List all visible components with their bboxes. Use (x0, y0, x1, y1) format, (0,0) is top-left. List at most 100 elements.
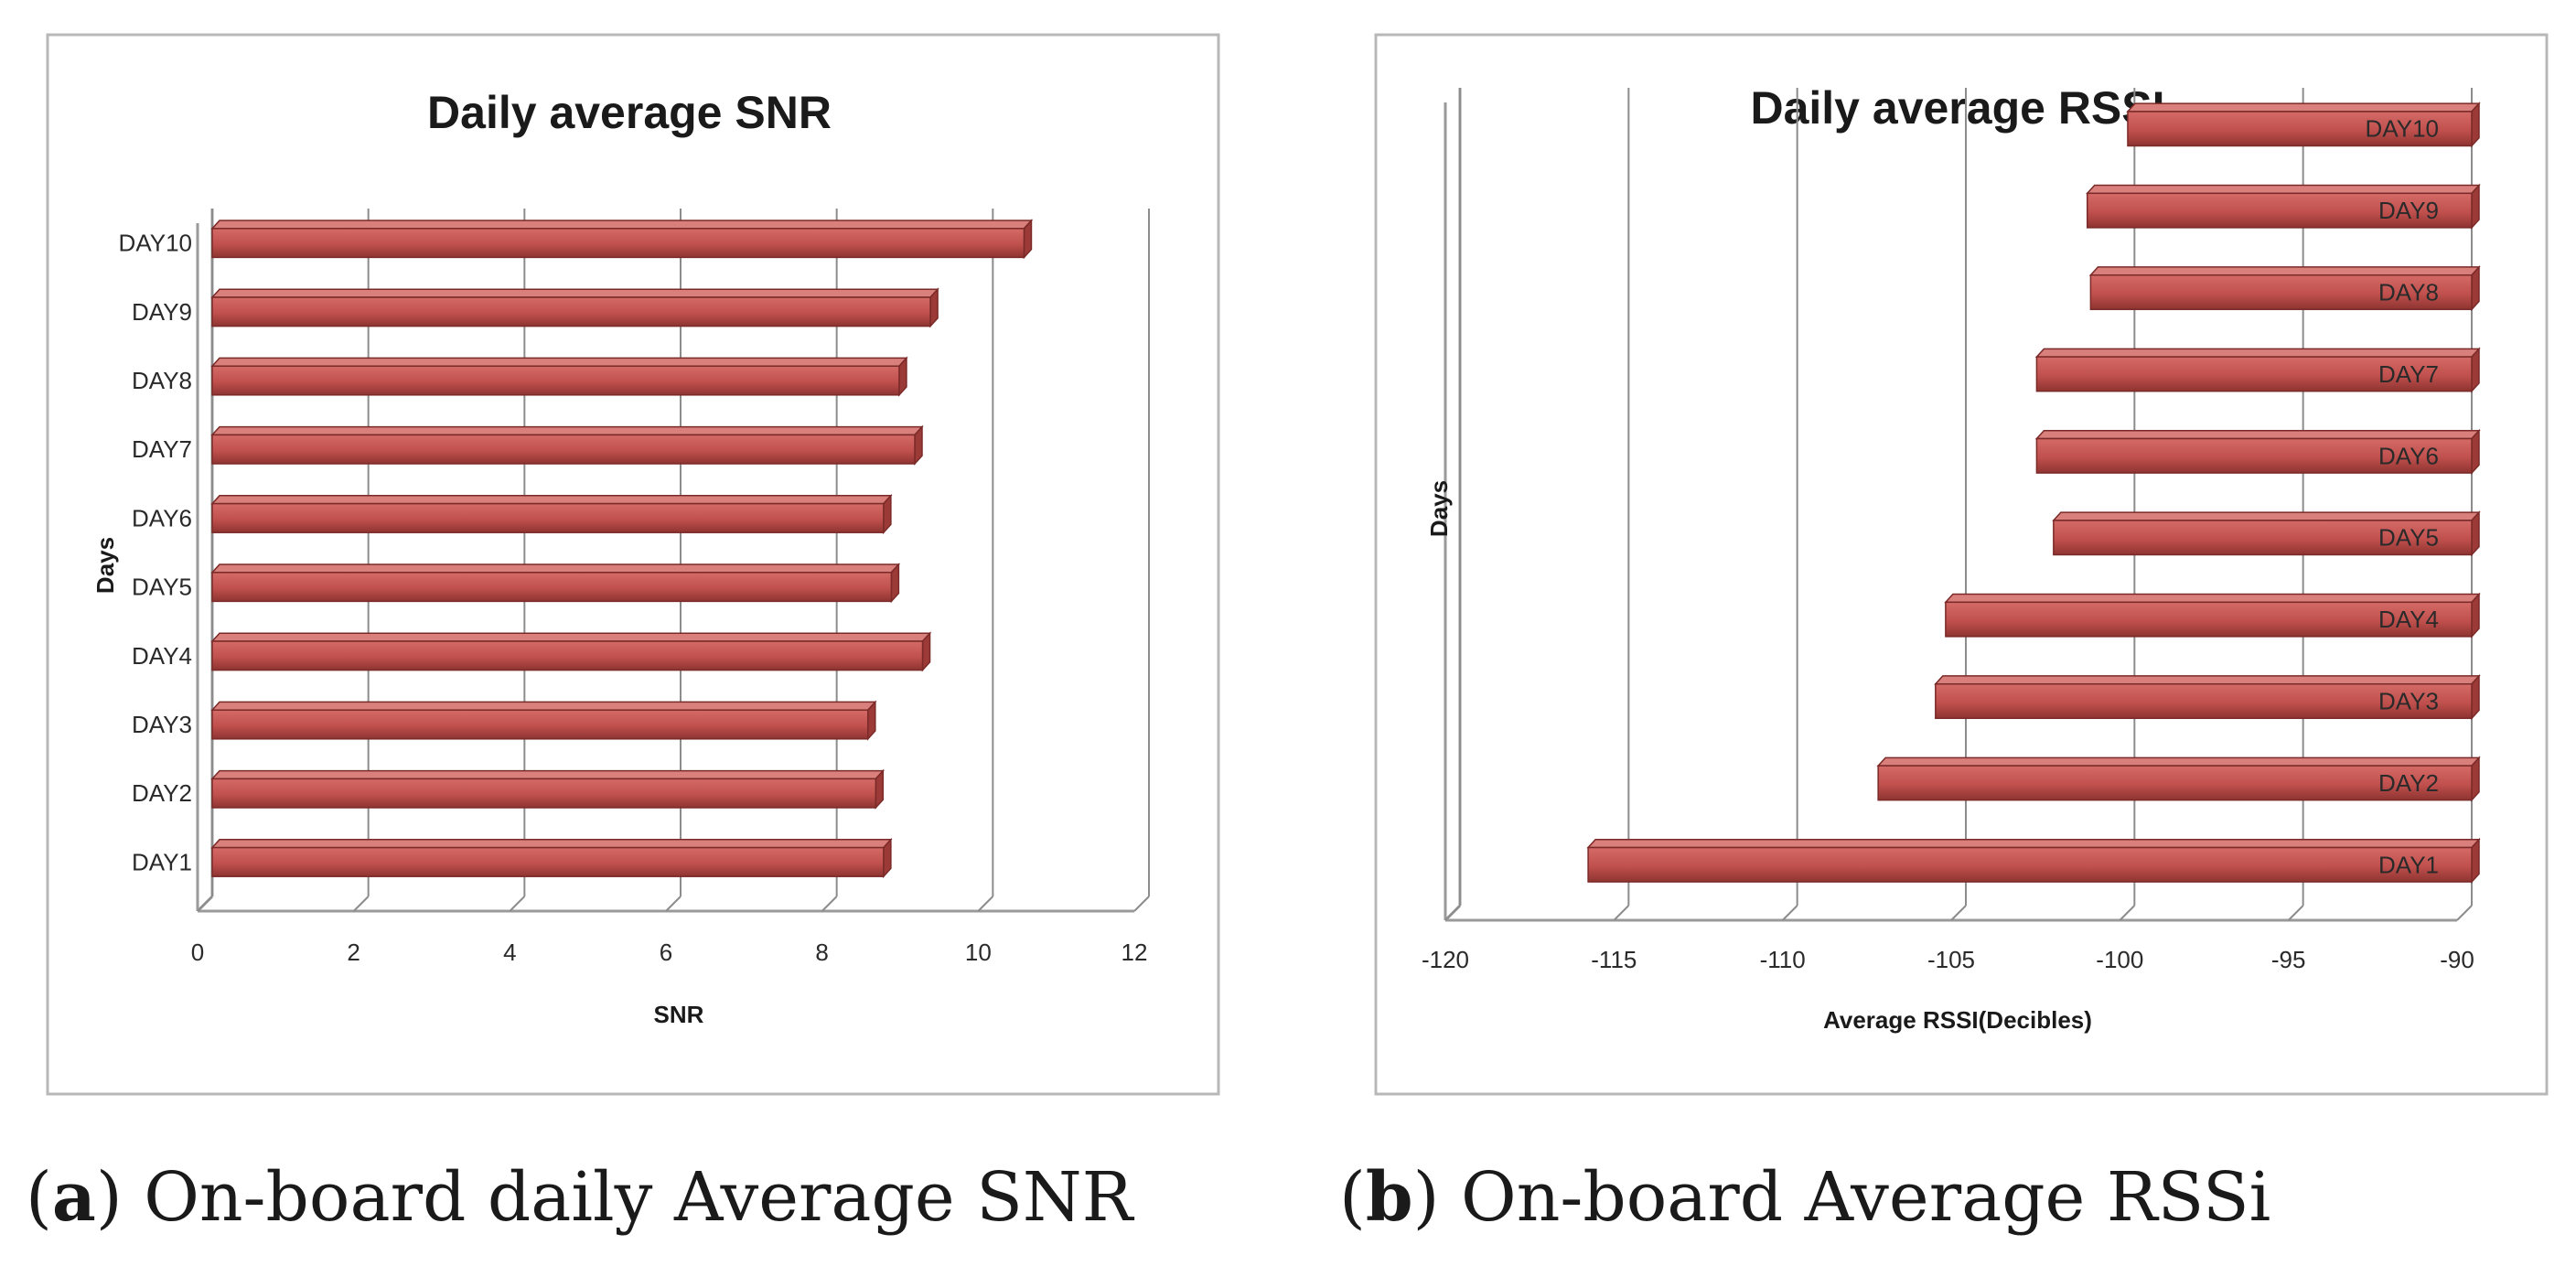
x-tick-label: -120 (1422, 946, 1469, 973)
category-label-day10: DAY10 (2366, 115, 2439, 143)
bar-top-face (210, 701, 877, 711)
bar-day6 (210, 493, 893, 535)
category-label-day2: DAY2 (2378, 769, 2439, 797)
bar-day10 (2126, 102, 2481, 148)
bar-day10 (210, 219, 1034, 260)
gridline-floor (352, 896, 370, 912)
category-label-day8: DAY8 (132, 367, 192, 394)
x-tick-label: -100 (2096, 946, 2143, 973)
x-tick-label: 12 (1122, 939, 1148, 966)
bar-day3 (210, 700, 877, 741)
bar-front-face (211, 365, 900, 396)
bar-top-face (210, 357, 908, 367)
bar-end-face (2471, 183, 2480, 230)
caption-b-label: b (1366, 1158, 1413, 1237)
bar-day6 (2034, 428, 2481, 476)
caption-b-text: On-board Average RSSi (1440, 1158, 2271, 1237)
gridline-floor (821, 896, 838, 912)
bar-day1 (1586, 837, 2481, 885)
category-label-day1: DAY1 (2378, 851, 2439, 878)
panel-b-category-labels: DAY1 DAY2 DAY3 DAY4 DAY5 DAY6 DAY7 DAY8 DAY9 DAY1… (2366, 115, 2439, 879)
x-tick-label: 8 (815, 939, 828, 966)
category-label-day5: DAY5 (132, 574, 192, 601)
bar-top-face (1934, 675, 2481, 685)
gridline-floor (1950, 905, 1967, 921)
category-label-day2: DAY2 (132, 779, 192, 807)
bar-day5 (2052, 510, 2481, 557)
bar-front-face (211, 709, 869, 740)
x-tick-label: 2 (347, 939, 360, 966)
bar-top-face (2034, 348, 2481, 358)
bar-end-face (2471, 510, 2480, 557)
category-label-day3: DAY3 (132, 711, 192, 738)
bar-top-face (210, 563, 901, 574)
panel-b-y-axis-label: Days (1425, 480, 1453, 537)
gridline-floor (2456, 905, 2473, 921)
bar-front-face (211, 434, 916, 465)
gridline-floor (1613, 905, 1630, 921)
category-label-day6: DAY6 (2378, 442, 2439, 469)
x-tick-label: 10 (965, 939, 992, 966)
bar-day4 (210, 631, 932, 672)
category-label-day3: DAY3 (2378, 688, 2439, 715)
bar-end-face (2471, 428, 2480, 476)
bar-front-face (1877, 765, 2473, 801)
bar-front-face (211, 640, 924, 671)
bar-front-face (211, 228, 1025, 259)
category-label-day7: DAY7 (132, 435, 192, 463)
bar-day7 (210, 424, 924, 466)
category-label-day5: DAY5 (2378, 524, 2439, 552)
category-label-day8: DAY8 (2378, 279, 2439, 306)
bar-front-face (2035, 356, 2473, 392)
x-tick-label: 0 (191, 939, 204, 966)
bar-front-face (2035, 437, 2473, 474)
bar-front-face (1587, 846, 2473, 883)
panel-a-x-ticks: 0 2 4 6 8 10 12 (191, 939, 1148, 966)
bar-day5 (210, 563, 901, 604)
category-label-day9: DAY9 (132, 298, 192, 326)
bar-top-face (1876, 756, 2481, 767)
bar-front-face (2127, 111, 2473, 147)
x-tick-label: 4 (503, 939, 516, 966)
bar-day7 (2034, 347, 2481, 393)
bar-top-face (2088, 266, 2481, 276)
caption-b: (b) On-board Average RSSi (1339, 1158, 2270, 1237)
bar-front-face (2053, 520, 2473, 556)
bar-front-face (1945, 601, 2473, 638)
bar-front-face (211, 572, 893, 603)
bar-front-face (2086, 192, 2473, 229)
bar-top-face (210, 220, 1034, 230)
gridline-floor (2287, 905, 2304, 921)
x-tick-label: -115 (1591, 946, 1637, 973)
gridline-floor (2119, 905, 2136, 921)
bar-top-face (210, 495, 893, 505)
panel-a: Daily average SNR DAY1 DAY2 DAY3 DAY4 DAY5 DA… (46, 33, 1220, 1096)
x-tick-label: -105 (1927, 946, 1975, 973)
bar-day4 (1944, 592, 2481, 638)
category-label-day1: DAY1 (132, 848, 192, 875)
panel-a-title: Daily average SNR (427, 87, 832, 138)
bar-day8 (2088, 264, 2481, 312)
bar-top-face (1944, 593, 2481, 604)
bar-day2 (1876, 756, 2481, 802)
bar-top-face (210, 425, 924, 436)
gridline-floor (197, 896, 213, 912)
bar-end-face (2471, 102, 2480, 148)
panel-b-x-axis-label: Average RSSI(Decibles) (1823, 1006, 2092, 1034)
bar-day9 (2086, 183, 2481, 230)
category-label-day4: DAY4 (132, 642, 192, 670)
bar-front-face (211, 778, 877, 809)
category-label-day7: DAY7 (2378, 360, 2439, 388)
gridline-floor (665, 896, 682, 912)
panel-a-y-axis-label: Days (91, 537, 119, 594)
bar-top-face (210, 288, 939, 298)
bar-end-face (2471, 756, 2480, 802)
panel-b-bars (1586, 102, 2481, 885)
panel-a-category-labels: DAY1 DAY2 DAY3 DAY4 DAY5 DAY6 DAY7 DAY8 DAY9 DAY1… (119, 230, 192, 876)
caption-a-label: a (52, 1158, 96, 1237)
caption-a: (a) On-board daily Average SNR (26, 1158, 1135, 1237)
x-tick-label: 6 (660, 939, 672, 966)
bar-top-face (2126, 102, 2481, 113)
panel-b-title: Daily average RSSI (1750, 82, 2164, 134)
